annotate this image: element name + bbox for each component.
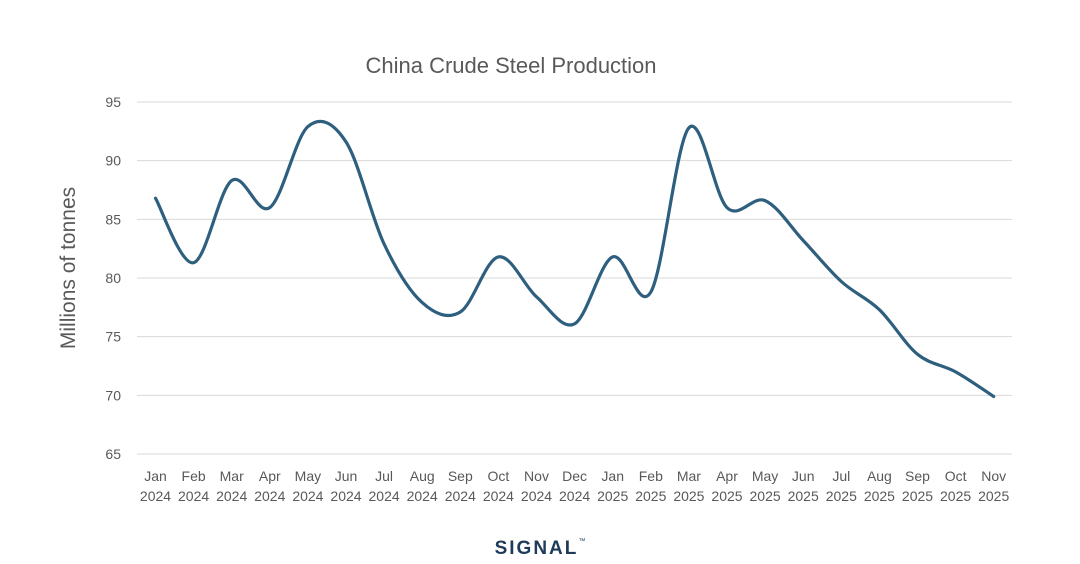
y-tick-label: 80: [105, 270, 121, 286]
y-axis-ticks: 65 70 75 80 85 90 95: [105, 94, 121, 462]
x-tick-label: Oct 2024: [483, 468, 514, 504]
y-tick-label: 85: [105, 211, 121, 227]
y-tick-label: 90: [105, 153, 121, 169]
x-tick-label: May 2025: [750, 468, 781, 504]
x-tick-label: Apr 2024: [254, 468, 285, 504]
series-line: [153, 119, 996, 399]
x-tick-label: Oct 2025: [940, 468, 971, 504]
x-tick-label: Sep 2024: [445, 468, 476, 504]
trademark-mark: ™: [578, 538, 586, 545]
x-tick-label: Jan 2025: [597, 468, 628, 504]
x-tick-label: Jun 2025: [788, 468, 819, 504]
x-tick-label: Apr 2025: [711, 468, 742, 504]
y-tick-label: 70: [105, 387, 121, 403]
x-tick-label: Mar 2025: [673, 468, 704, 504]
x-tick-label: Aug 2024: [407, 468, 438, 504]
x-tick-label: Sep 2025: [902, 468, 933, 504]
x-tick-label: Nov 2025: [978, 468, 1009, 504]
y-tick-label: 95: [105, 94, 121, 110]
y-tick-label: 65: [105, 446, 121, 462]
x-tick-label: Jul 2025: [826, 468, 857, 504]
chart-title: China Crude Steel Production: [365, 53, 656, 78]
signal-logo: SIGNAL™: [0, 538, 1080, 560]
x-tick-label: Jan 2024: [140, 468, 171, 504]
x-tick-label: Dec 2024: [559, 468, 590, 504]
x-tick-label: Aug 2025: [864, 468, 895, 504]
x-tick-label: Mar 2024: [216, 468, 247, 504]
x-tick-label: May 2024: [292, 468, 323, 504]
x-tick-label: Jun 2024: [330, 468, 361, 504]
x-tick-label: Nov 2024: [521, 468, 552, 504]
logo-text: SIGNAL: [494, 538, 579, 559]
y-axis-label: Millions of tonnes: [57, 187, 80, 349]
x-tick-label: Feb 2025: [635, 468, 666, 504]
gridlines: [137, 101, 1012, 455]
x-tick-label: Jul 2024: [369, 468, 400, 504]
x-tick-label: Feb 2024: [178, 468, 209, 504]
y-tick-label: 75: [105, 329, 121, 345]
